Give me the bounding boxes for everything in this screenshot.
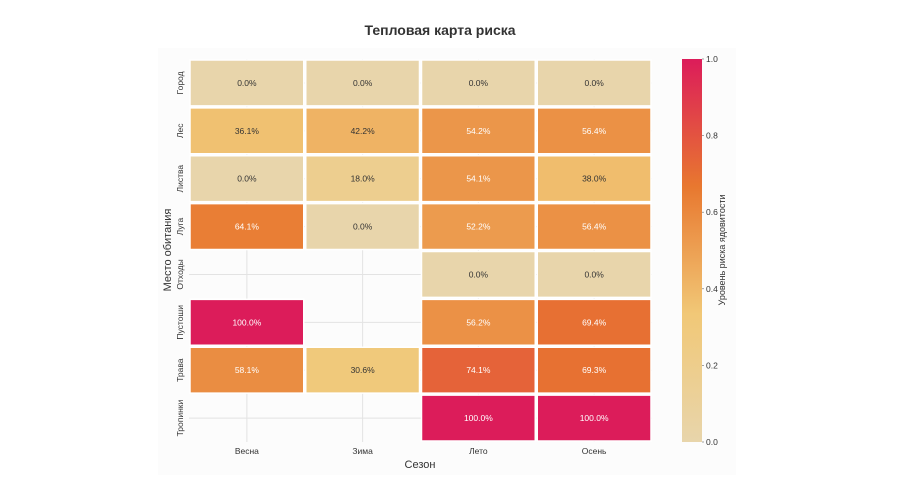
cell-label: 69.4% — [582, 317, 607, 327]
cell-label: 58.1% — [235, 365, 260, 375]
heatmap-cell — [420, 298, 536, 346]
heatmap-cell — [189, 298, 305, 346]
cell-label: 54.2% — [466, 126, 491, 136]
y-tick-label: Лес — [175, 123, 185, 138]
heatmap-cell — [420, 155, 536, 203]
cell-label: 0.0% — [237, 174, 257, 184]
heatmap-cell — [420, 59, 536, 107]
cell-label: 74.1% — [466, 365, 491, 375]
y-tick-label: Трава — [175, 358, 185, 382]
y-tick-label: Тропинки — [175, 399, 185, 436]
colorbar-tick-label: 1.0 — [706, 54, 718, 64]
heatmap-cell — [536, 298, 652, 346]
x-tick-label: Осень — [582, 446, 607, 456]
y-tick-label: Луга — [175, 218, 185, 236]
x-tick-label: Лето — [469, 446, 488, 456]
x-tick-label: Весна — [235, 446, 259, 456]
heatmap-cell — [536, 155, 652, 203]
heatmap-cell — [189, 202, 305, 251]
heatmap-cell — [536, 394, 652, 442]
heatmap-cell — [305, 346, 421, 394]
heatmap-cell — [420, 202, 536, 251]
colorbar-label: Уровень риска ядовитости — [717, 195, 727, 306]
heatmap-cell — [305, 59, 421, 107]
heatmap-cell — [536, 59, 652, 107]
cell-label: 0.0% — [353, 222, 373, 232]
cell-label: 42.2% — [351, 126, 376, 136]
heatmap-cells — [189, 59, 652, 442]
heatmap-cell — [420, 107, 536, 155]
y-tick-label: Пустоши — [175, 305, 185, 340]
cell-label: 100.0% — [464, 413, 493, 423]
heatmap-cell — [536, 202, 652, 251]
cell-label: 100.0% — [232, 317, 261, 327]
colorbar-ticks: 0.0 0.2 0.4 0.6 0.8 1.0 — [702, 54, 718, 447]
cell-labels: 0.0% 0.0% 0.0% 0.0% 36.1% 42.2% 54.2% 56.4% 0.0%… — [232, 78, 609, 423]
heatmap-cell — [189, 155, 305, 203]
cell-label: 30.6% — [351, 365, 376, 375]
colorbar — [682, 59, 702, 442]
cell-label: 100.0% — [580, 413, 609, 423]
y-tick-label: Город — [175, 71, 185, 94]
x-tick-label: Зима — [352, 446, 373, 456]
heatmap-cell — [420, 394, 536, 442]
cell-label: 69.3% — [582, 365, 607, 375]
cell-label: 38.0% — [582, 174, 607, 184]
cell-label: 0.0% — [353, 78, 373, 88]
y-axis-label: Место обитания — [162, 209, 174, 292]
heatmap-cell — [420, 250, 536, 299]
colorbar-tick-label: 0.4 — [706, 284, 718, 294]
heatmap-cell — [536, 250, 652, 299]
y-tick-label: Листва — [175, 165, 185, 193]
x-tick-labels: Весна Зима Лето Осень — [235, 446, 607, 456]
cell-label: 56.2% — [466, 317, 491, 327]
y-tick-labels: Город Лес Листва Луга Отходы Пустоши Трава Троп… — [175, 71, 185, 436]
cell-label: 52.2% — [466, 222, 491, 232]
colorbar-tick-label: 0.6 — [706, 207, 718, 217]
heatmap-cell — [189, 346, 305, 394]
cell-label: 18.0% — [351, 174, 376, 184]
heatmap-cell — [189, 59, 305, 107]
heatmap-cell — [536, 107, 652, 155]
x-axis-label: Сезон — [405, 459, 436, 471]
colorbar-tick-label: 0.0 — [706, 437, 718, 447]
cell-label: 54.1% — [466, 174, 491, 184]
cell-label: 56.4% — [582, 126, 607, 136]
cell-label: 0.0% — [469, 78, 489, 88]
cell-label: 0.0% — [469, 269, 489, 279]
cell-label: 0.0% — [584, 269, 604, 279]
heatmap-cell — [536, 346, 652, 394]
heatmap-cell — [189, 107, 305, 155]
colorbar-tick-label: 0.8 — [706, 131, 718, 141]
cell-label: 36.1% — [235, 126, 260, 136]
heatmap-cell — [305, 202, 421, 251]
cell-label: 56.4% — [582, 222, 607, 232]
cell-label: 0.0% — [237, 78, 257, 88]
y-tick-label: Отходы — [175, 259, 185, 289]
heatmap-cell — [305, 155, 421, 203]
heatmap-cell — [305, 107, 421, 155]
colorbar-tick-label: 0.2 — [706, 360, 718, 370]
chart-title: Тепловая карта риска — [364, 22, 516, 38]
cell-label: 64.1% — [235, 222, 260, 232]
cell-label: 0.0% — [584, 78, 604, 88]
heatmap-cell — [420, 346, 536, 394]
